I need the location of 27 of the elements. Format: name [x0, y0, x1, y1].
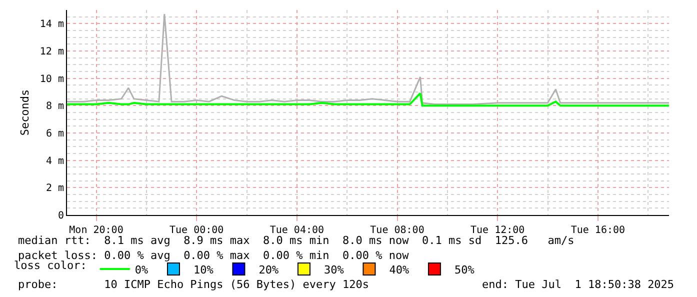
y-tick-label: 10 m: [40, 74, 64, 85]
y-tick-label: 8 m: [46, 101, 64, 112]
y-tick-label: 2 m: [46, 183, 64, 194]
y-tick-label: 0: [58, 210, 64, 222]
legend-label: 10%: [193, 263, 214, 276]
text: end: Tue Jul 1 18:50:38 2025: [482, 278, 674, 291]
y-tick-label: 12 m: [40, 46, 64, 58]
legend-label: 0%: [134, 263, 148, 276]
x-tick-label: Mon 20:00: [69, 225, 124, 236]
line-series: [67, 92, 669, 107]
x-tick-label: Tue 08:00: [370, 225, 424, 236]
legend-label: 30%: [324, 263, 344, 276]
legend-label: 40%: [389, 263, 410, 276]
legend-label: 20%: [258, 263, 279, 276]
x-tick-label: Tue 16:00: [570, 225, 626, 236]
legend-label: 50%: [454, 263, 475, 276]
x-tick-label: Tue 12:00: [470, 225, 525, 236]
y-axis-title: Seconds: [18, 89, 32, 136]
text: median rtt: 8.1 ms avg 8.9 ms max 8.0 ms min 8.0 ms now 0.1 ms sd 125.6 am/s: [18, 234, 574, 247]
line-series: [67, 13, 669, 106]
text: packet loss: 0.00 % avg 0.00 % max 0.00 % min 0.00 % now: [18, 249, 410, 262]
x-tick-label: Tue 00:00: [170, 225, 224, 236]
y-tick-label: 6 m: [46, 128, 64, 140]
y-tick-label: 4 m: [46, 156, 64, 167]
text: probe: 10 ICMP Echo Pings (56 Bytes) every 120s: [18, 278, 369, 291]
x-tick-label: Tue 04:00: [270, 225, 324, 236]
y-tick-label: 14 m: [40, 19, 64, 30]
